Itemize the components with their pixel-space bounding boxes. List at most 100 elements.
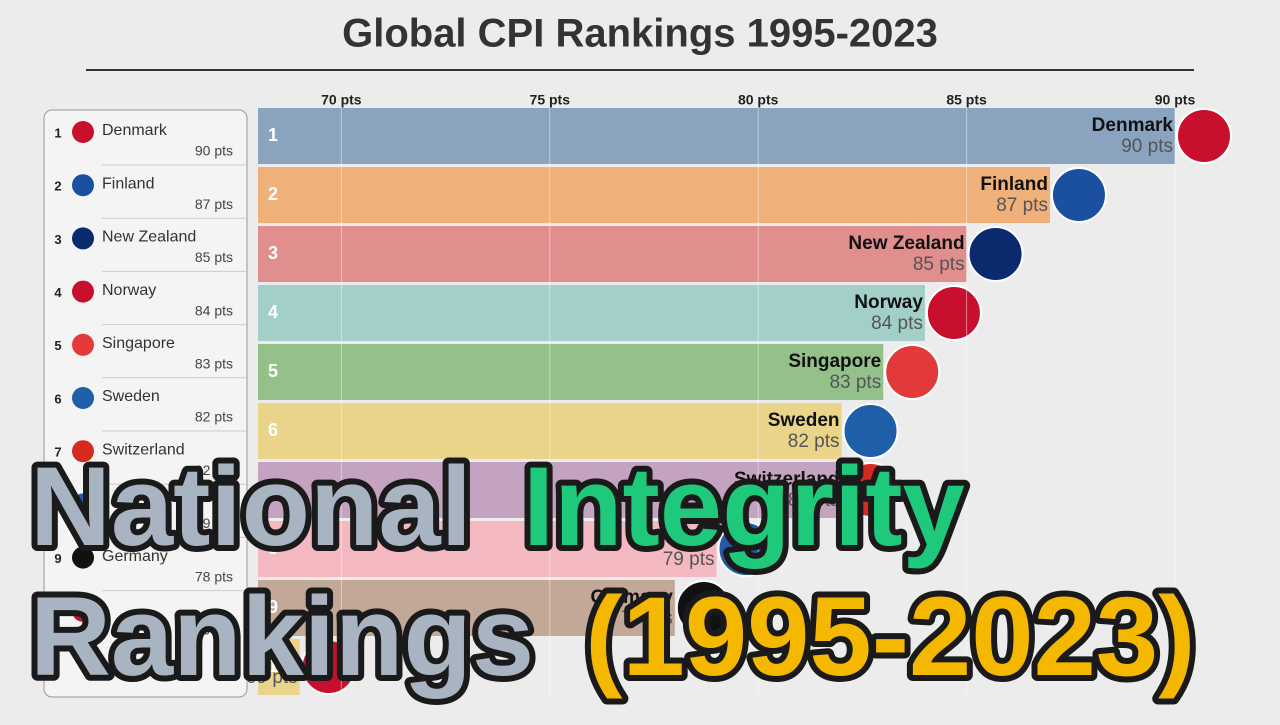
x-tick-label: 80 pts xyxy=(738,92,779,108)
list-flag xyxy=(72,174,94,197)
overlay-word: (1995-2023) xyxy=(585,574,1195,699)
bar-rank: 6 xyxy=(268,420,278,440)
bar-rank: 8 xyxy=(268,538,278,558)
list-name: Sweden xyxy=(102,388,160,405)
bar-rank: 2 xyxy=(268,184,278,204)
bar-name: Denmark xyxy=(1092,115,1174,136)
bar xyxy=(258,403,842,459)
list-flag xyxy=(72,599,94,622)
bar-value-label: 87 pts xyxy=(996,195,1048,216)
overlay-word: Rankings xyxy=(30,574,534,699)
flag xyxy=(717,521,774,577)
x-tick-label: 85 pts xyxy=(946,92,987,108)
list-flag xyxy=(72,440,94,463)
list-rank: 7 xyxy=(54,445,61,460)
chart-title: Global CPI Rankings 1995-2023 xyxy=(342,12,938,56)
x-tick-label: 70 pts xyxy=(321,92,362,108)
bar xyxy=(258,462,842,518)
list-value: 83 pts xyxy=(195,356,233,372)
list-value: 84 pts xyxy=(195,302,233,318)
flag xyxy=(1050,167,1107,223)
list-value: 87 pts xyxy=(195,196,233,212)
bar-name: Norway xyxy=(854,292,923,313)
bar xyxy=(258,167,1050,223)
list-name: Germany xyxy=(102,548,168,565)
list-value: 79 pts xyxy=(195,515,233,531)
bar-rank: 10 xyxy=(268,656,288,676)
list-value: 82 pts xyxy=(195,409,233,425)
list-flag xyxy=(72,121,94,143)
bar xyxy=(258,639,300,695)
flag xyxy=(884,344,941,400)
bar-value-label: 90 pts xyxy=(1121,136,1173,157)
bar xyxy=(258,108,1175,164)
list-rank: 6 xyxy=(54,391,61,406)
bar-rank: 7 xyxy=(268,479,278,499)
flag xyxy=(1176,108,1232,164)
list-flag xyxy=(72,333,94,356)
bar xyxy=(258,285,925,341)
flag xyxy=(842,462,899,518)
ranking-list-panel xyxy=(43,109,248,698)
bar xyxy=(258,580,675,636)
bar xyxy=(258,344,884,400)
ranking-list: 1 Denmark 90 pts 2 Finland 87 pts 3 New Zealand… xyxy=(51,121,247,638)
list-value: 85 pts xyxy=(195,249,233,265)
bar-name: Singapore xyxy=(788,351,881,372)
flag xyxy=(675,580,732,636)
list-value: 90 pts xyxy=(195,143,233,159)
list-rank: 4 xyxy=(54,285,62,300)
bar-name: Sweden xyxy=(768,410,840,431)
list-name: Switzerland xyxy=(102,441,185,458)
x-tick-label: 75 pts xyxy=(530,92,571,108)
list-rank: 8 xyxy=(54,498,61,513)
bar-value-label: 78 pts xyxy=(621,608,673,629)
bar-value-label: 82 pts xyxy=(788,431,840,452)
list-flag xyxy=(72,387,94,409)
list-name: New Zealand xyxy=(102,229,196,246)
bar-rank: 3 xyxy=(268,243,278,263)
list-flag xyxy=(72,493,94,516)
overlay-word: National xyxy=(30,444,472,569)
bar-name: Finland xyxy=(980,174,1048,195)
bar-value-label: 79 pts xyxy=(663,549,715,570)
bar-value-label: 85 pts xyxy=(913,254,965,275)
x-tick-label: 90 pts xyxy=(1155,92,1196,108)
list-value: 82 pts xyxy=(195,462,233,478)
bar-name: Germany xyxy=(590,587,673,608)
bar-name: Switzerland xyxy=(734,469,840,490)
bar xyxy=(258,226,967,282)
bar-rank: 4 xyxy=(268,302,278,322)
flag xyxy=(925,285,982,341)
list-name: Norway xyxy=(102,282,156,299)
bar-value-label: 69 pts xyxy=(246,667,298,688)
list-value: 78 pts xyxy=(195,568,233,584)
list-flag xyxy=(72,227,94,250)
overlay-title: National Integrity Rankings (1995-2023) xyxy=(24,438,1201,705)
list-flag xyxy=(72,546,94,569)
overlay-line-2: Rankings (1995-2023) xyxy=(30,574,1195,699)
bar xyxy=(258,521,717,577)
flag xyxy=(967,226,1024,282)
bar-name: New Zealand xyxy=(848,233,964,254)
overlay-line-1: National Integrity xyxy=(30,444,965,569)
bar-value-label: 83 pts xyxy=(829,372,881,393)
list-rank: 3 xyxy=(54,232,61,247)
overlay-word: Integrity xyxy=(523,444,965,569)
bar-value-label: 84 pts xyxy=(871,313,923,334)
flag xyxy=(842,403,899,459)
list-name: Denmark xyxy=(102,122,168,139)
list-rank: 2 xyxy=(54,179,61,194)
list-flag xyxy=(72,280,94,303)
list-rank: 1 xyxy=(54,125,61,140)
bar-value-label: 82 pts xyxy=(788,490,840,511)
list-name: Finland xyxy=(102,175,154,192)
flag xyxy=(300,639,357,695)
bar-rank: 5 xyxy=(268,361,278,381)
list-rank: 10 xyxy=(51,604,65,619)
list-rank: 5 xyxy=(54,338,61,353)
list-name: Singapore xyxy=(102,335,175,352)
